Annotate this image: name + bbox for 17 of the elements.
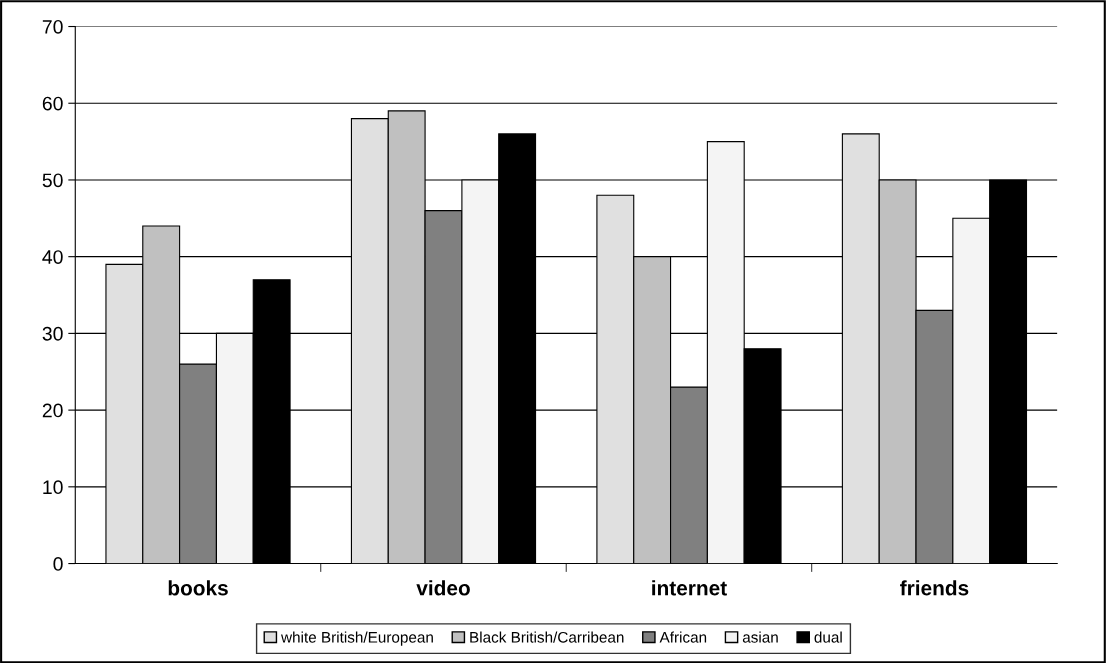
y-tick-label: 30 [42,326,63,341]
y-tick-label: 20 [42,403,63,418]
legend-label: asian [742,631,778,643]
y-tick-label: 60 [42,96,63,111]
legend-label: dual [814,631,842,643]
x-tick-label: internet [652,580,727,596]
y-tick-label: 10 [43,480,63,495]
y-tick-label: 50 [42,173,63,188]
y-tick-label: 70 [42,19,63,34]
legend-label: white British/European [281,631,433,646]
legend-label: Black British/Carribean [470,631,624,643]
x-tick-label: friends [900,580,969,596]
legend-label: African [659,631,707,643]
y-tick-label: 0 [53,557,63,571]
x-tick-label: books [168,580,228,596]
x-tick-label: video [416,580,470,596]
y-tick-label: 40 [42,250,63,264]
